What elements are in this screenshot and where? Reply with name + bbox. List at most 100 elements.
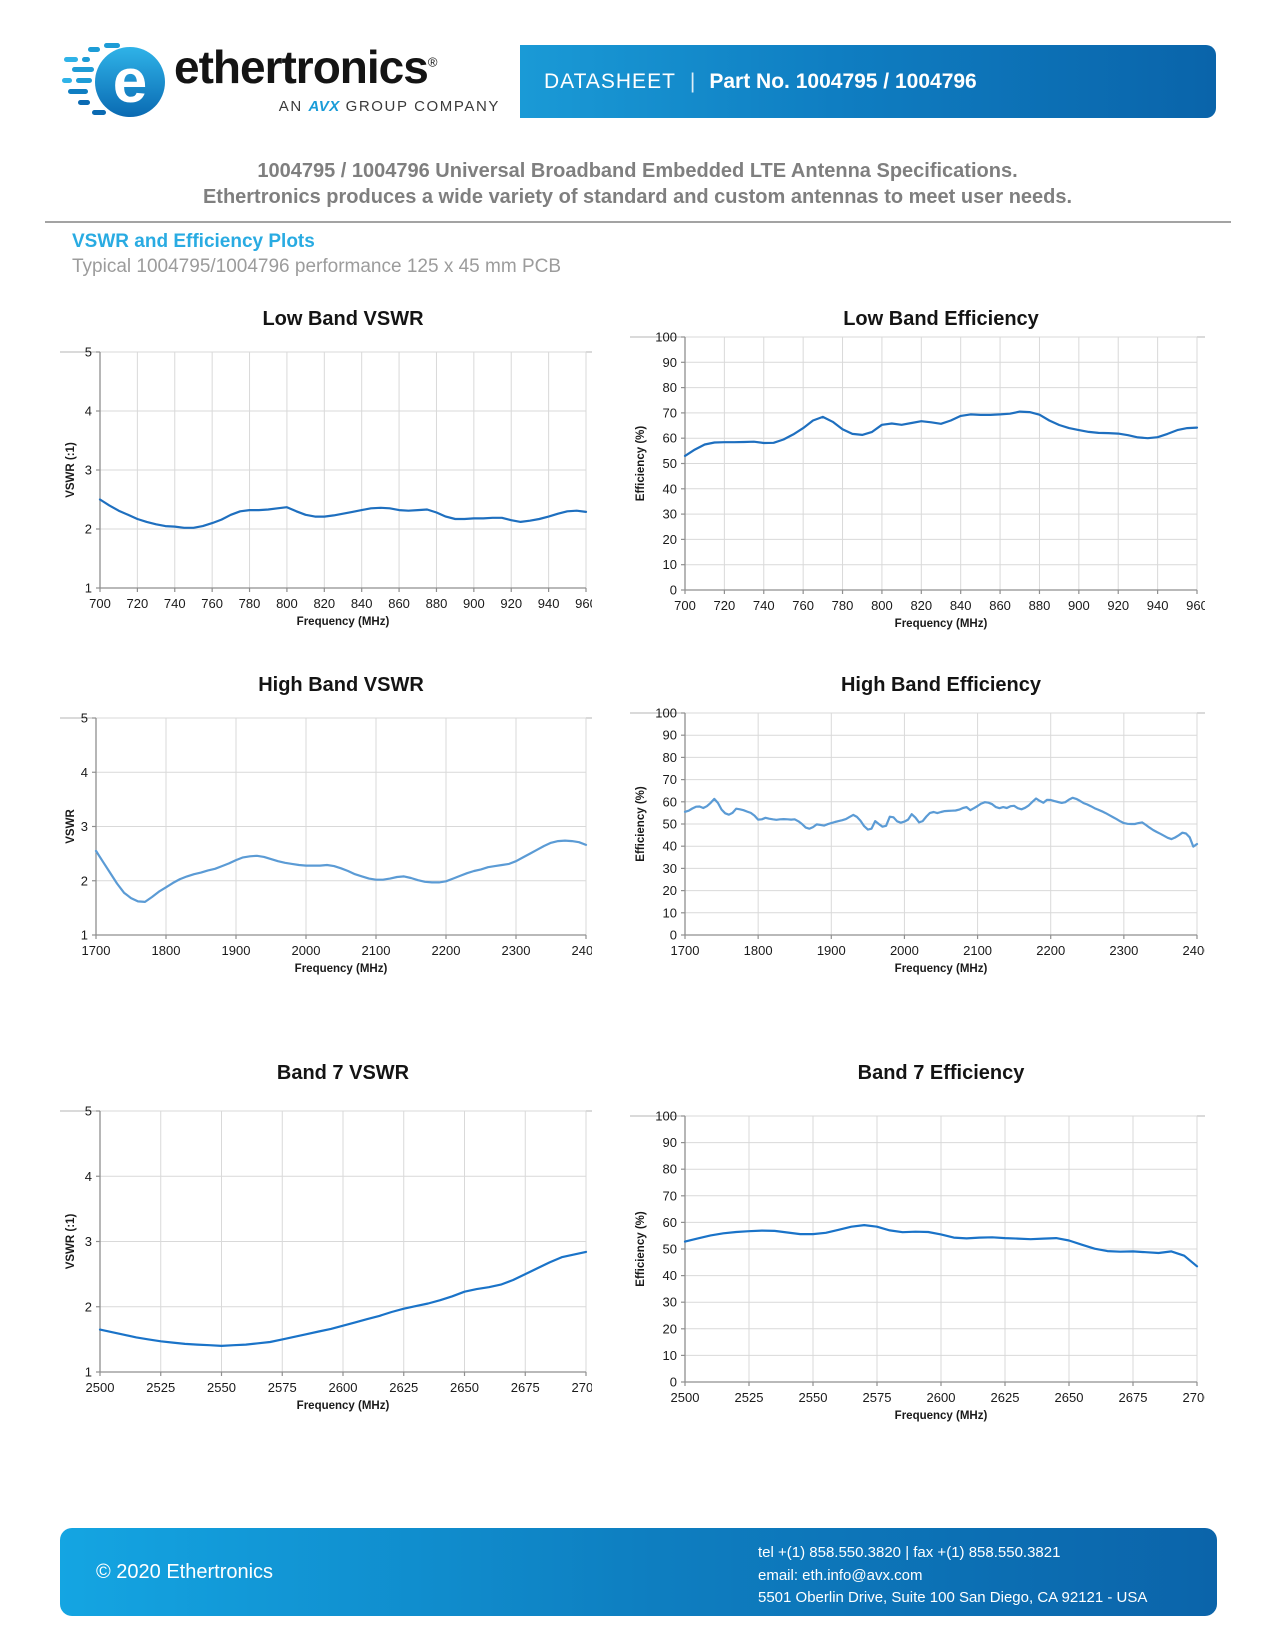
svg-text:0: 0: [670, 583, 677, 598]
brand-name: ethertronics: [174, 41, 429, 93]
svg-text:940: 940: [538, 596, 560, 611]
svg-text:60: 60: [663, 794, 677, 809]
svg-text:860: 860: [989, 598, 1011, 613]
svg-text:20: 20: [663, 532, 677, 547]
chart-high-band-efficiency: High Band Efficiency 0 10 20 30 40 50 60 70 80 90…: [630, 648, 1211, 994]
svg-text:40: 40: [663, 839, 677, 854]
svg-text:820: 820: [910, 598, 932, 613]
low-band-efficiency-canvas: 0 10 20 30 40 50 60 70 80 90 100 700 720 740 760 780 800…: [630, 330, 1208, 630]
svg-text:840: 840: [950, 598, 972, 613]
svg-text:1800: 1800: [744, 943, 773, 958]
svg-text:2675: 2675: [1119, 1390, 1148, 1405]
svg-text:Efficiency (%): Efficiency (%): [635, 426, 647, 502]
svg-text:100: 100: [655, 1109, 677, 1124]
ethertronics-logo: e ethertronics® AN AVX GROUP COMPANY: [62, 40, 512, 130]
svg-text:960: 960: [1186, 598, 1205, 613]
svg-text:2525: 2525: [735, 1390, 764, 1405]
svg-text:10: 10: [663, 1348, 677, 1363]
svg-text:840: 840: [351, 596, 373, 611]
svg-text:1900: 1900: [222, 943, 251, 958]
svg-text:0: 0: [670, 1375, 677, 1390]
svg-text:5: 5: [81, 711, 88, 726]
svg-text:80: 80: [663, 1162, 677, 1177]
high-band-efficiency-canvas: 0 10 20 30 40 50 60 70 80 90 100 1700 1800 1900 2000 21…: [630, 706, 1211, 975]
svg-text:2650: 2650: [1055, 1390, 1084, 1405]
svg-text:2300: 2300: [1109, 943, 1138, 958]
svg-text:3: 3: [85, 463, 92, 478]
svg-text:940: 940: [1147, 598, 1169, 613]
svg-text:60: 60: [663, 1215, 677, 1230]
svg-text:760: 760: [792, 598, 814, 613]
spec-headline-line1: 1004795 / 1004796 Universal Broadband Em…: [257, 160, 1018, 182]
low-band-vswr-canvas: 1 2 3 4 5 700 720 740 760 780 800 820 840 860 880 900 92…: [60, 345, 597, 628]
svg-text:Frequency (MHz): Frequency (MHz): [895, 963, 988, 975]
banner-part-number: Part No. 1004795 / 1004796: [709, 69, 977, 93]
divider-rule: [45, 221, 1231, 223]
svg-text:90: 90: [663, 355, 677, 370]
svg-text:2: 2: [81, 873, 88, 888]
svg-text:2300: 2300: [502, 943, 531, 958]
svg-text:2650: 2650: [450, 1380, 479, 1395]
svg-text:90: 90: [663, 1135, 677, 1150]
band7-vswr-plot: 1 2 3 4 5 2500 2525 2550 2575 2600 2625 2650 2675 270…: [60, 1018, 600, 1431]
banner-separator: |: [689, 69, 696, 93]
svg-text:2625: 2625: [991, 1390, 1020, 1405]
svg-text:1: 1: [85, 1365, 92, 1380]
svg-text:780: 780: [239, 596, 261, 611]
contact-info: tel +(1) 858.550.3820 | fax +(1) 858.550…: [758, 1542, 1147, 1610]
svg-text:Frequency (MHz): Frequency (MHz): [295, 963, 388, 975]
svg-text:2700: 2700: [1183, 1390, 1205, 1405]
band7-efficiency-plot: 0 10 20 30 40 50 60 70 80 90 100 2500 2525 2550 2575 26…: [630, 1018, 1211, 1431]
svg-text:920: 920: [1107, 598, 1129, 613]
tagline-suffix: GROUP COMPANY: [345, 98, 500, 115]
svg-text:2000: 2000: [292, 943, 321, 958]
chart-title: High Band VSWR: [258, 674, 424, 696]
svg-text:50: 50: [663, 456, 677, 471]
ethertronics-logo-icon: e: [62, 43, 165, 117]
svg-text:30: 30: [663, 507, 677, 522]
svg-text:2100: 2100: [362, 943, 391, 958]
svg-text:50: 50: [663, 1242, 677, 1257]
svg-text:1800: 1800: [152, 943, 181, 958]
svg-text:960: 960: [575, 596, 592, 611]
high-band-vswr-canvas: 1 2 3 4 5 1700 1800 1900 2000 2100 2200 2300 2400 VSW…: [60, 711, 600, 975]
svg-text:2100: 2100: [963, 943, 992, 958]
svg-text:900: 900: [463, 596, 485, 611]
svg-text:10: 10: [663, 905, 677, 920]
brand-tagline: AN AVX GROUP COMPANY: [174, 98, 500, 115]
svg-text:1700: 1700: [671, 943, 700, 958]
chart-title: Band 7 VSWR: [276, 1062, 410, 1084]
svg-text:720: 720: [127, 596, 149, 611]
chart-title: High Band Efficiency: [840, 674, 1042, 696]
spec-headline-line2: Ethertronics produces a wide variety of …: [202, 186, 1073, 208]
page-footer: © 2020 Ethertronics tel +(1) 858.550.382…: [60, 1528, 1217, 1616]
svg-text:800: 800: [871, 598, 893, 613]
svg-text:1900: 1900: [817, 943, 846, 958]
svg-text:100: 100: [655, 330, 677, 345]
chart-low-band-vswr: Low Band VSWR 1 2 3 4 5 700 720 740 760 780 800 820…: [60, 300, 597, 646]
high-band-vswr-plot: 1 2 3 4 5 1700 1800 1900 2000 2100 2200 2300 2400 VSW…: [60, 648, 600, 999]
svg-text:740: 740: [753, 598, 775, 613]
svg-text:2600: 2600: [927, 1390, 956, 1405]
svg-text:760: 760: [201, 596, 223, 611]
svg-text:4: 4: [81, 765, 88, 780]
svg-text:740: 740: [164, 596, 186, 611]
svg-text:20: 20: [663, 883, 677, 898]
datasheet-banner: DATASHEET | Part No. 1004795 / 1004796: [520, 45, 1216, 118]
svg-text:880: 880: [426, 596, 448, 611]
svg-text:20: 20: [663, 1321, 677, 1336]
svg-text:4: 4: [85, 1169, 92, 1184]
svg-text:2550: 2550: [207, 1380, 236, 1395]
svg-text:2700: 2700: [572, 1380, 592, 1395]
svg-text:1: 1: [81, 928, 88, 943]
svg-text:780: 780: [832, 598, 854, 613]
section-subtitle: Typical 1004795/1004796 performance 125 …: [72, 256, 562, 277]
contact-address: 5501 Oberlin Drive, Suite 100 San Diego,…: [758, 1589, 1148, 1606]
svg-text:30: 30: [663, 1295, 677, 1310]
svg-text:2600: 2600: [329, 1380, 358, 1395]
svg-text:860: 860: [388, 596, 410, 611]
svg-text:VSWR: VSWR: [65, 809, 77, 844]
svg-text:2625: 2625: [389, 1380, 418, 1395]
svg-text:2400: 2400: [572, 943, 592, 958]
svg-text:2: 2: [85, 1299, 92, 1314]
